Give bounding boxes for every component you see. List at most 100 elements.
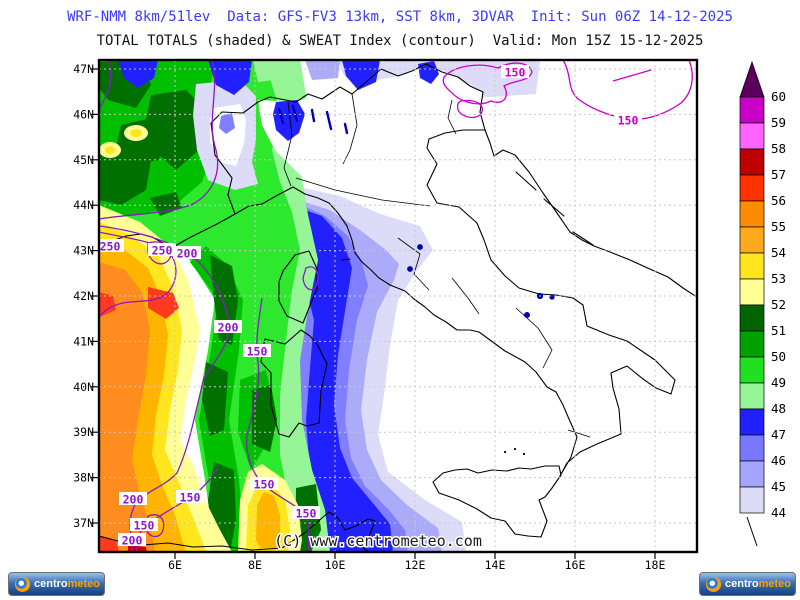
contour-label: 150 [618,114,639,128]
watermark: (C) www.centrometeo.com [274,532,482,550]
contour-label: 150 [180,491,201,505]
colorbar-level-label: 56 [771,193,786,208]
contour-label: 150 [134,519,155,533]
sweat-contour-loop-sardinia [145,514,165,538]
sweat-contour-150-north [99,60,219,220]
brand-prefix: centro [725,577,759,590]
aeolian-island-dot [522,452,526,456]
lat-label: 47N [73,62,94,76]
lon-label: 10E [325,558,346,572]
colorbar-level-label: 53 [771,271,786,286]
centrometeo-brand-text: centrometeo [34,577,101,590]
contour-label-bg [214,320,242,333]
lon-label: 18E [645,558,666,572]
contour-label: 200 [123,493,144,507]
contour-label: 200 [177,247,198,261]
colorbar-segment [739,148,765,176]
colorbar-level-label: 48 [771,401,786,416]
shaded-field-layer [99,60,697,552]
contour-label: 200 [218,321,239,335]
colorbar-arrow-top [739,60,765,98]
lat-label: 40N [73,380,94,394]
colorbar-segment [739,356,765,384]
model-init-title: WRF-NMM 8km/51lev Data: GFS-FV3 13km, SS… [67,9,733,25]
colorbar-pointer-line [746,516,758,547]
centrometeo-logo-left[interactable]: centrometeo [8,572,105,596]
colorbar-segment [739,330,765,358]
field-lombardy-blue-patch [273,100,305,141]
sweat-contour-150-ne-small [456,99,483,119]
contour-label-bg [176,490,204,503]
field-yellow-pocket-core [130,129,142,137]
colorbar-level-label: 51 [771,323,786,338]
contour-label: 200 [122,534,143,548]
contour-label: 150 [254,478,275,492]
africa-coastline [99,511,376,552]
colorbar-level-label: 47 [771,427,786,442]
field-po-valley-white [258,64,485,203]
colorbar-segment [739,382,765,410]
axis-labels: 47N 46N 45N 44N 43N 42N 41N 40N 39N 38N 37N 6E 8E 10E… [73,62,665,572]
colorbar-segment [739,122,765,150]
alpine-lakes [277,104,349,135]
brand-suffix: meteo [758,577,792,590]
lat-label: 41N [73,334,94,348]
sweat-contour-sliver [612,69,652,82]
field-yellow-pocket-core [105,146,115,154]
lake-varano [549,294,555,300]
field-darkgreen-patch [202,362,228,436]
sweat-contour-250 [99,231,177,319]
brand-suffix: meteo [67,577,101,590]
contour-label-bg [501,65,529,78]
colorbar-level-label: 44 [771,505,786,520]
adriatic-islands [515,171,594,246]
contour-label-bg [250,477,278,490]
field-top-lavender-dab [305,60,340,80]
contour-label: 250 [152,244,173,258]
field-blue47-band [287,206,393,552]
product-valid-title: TOTAL TOTALS (shaded) & SWEAT Index (con… [96,33,704,49]
contour-label-bg [118,533,146,546]
colorbar-level-label: 57 [771,167,786,182]
sweat-contour-150-ne-loop [442,62,533,105]
map-frame [97,58,699,554]
sweat-contour-loop-corsica [302,266,319,291]
lon-label: 8E [248,558,262,572]
colorbar-segment [739,174,765,202]
alps-national-border [210,63,486,215]
lat-label: 38N [73,471,94,485]
colorbar-segment [739,96,765,124]
centrometeo-logo-right[interactable]: centrometeo [699,572,796,596]
colorbar-level-label: 50 [771,349,786,364]
lat-label: 44N [73,198,94,212]
field-red56-spot [99,292,116,316]
colorbar-level-label: 49 [771,375,786,390]
colorbar-segment [739,408,765,436]
lat-label: 42N [73,289,94,303]
contour-label-bg [119,492,147,505]
contour-label: 150 [247,345,268,359]
colorbar-level-label: 60 [771,89,786,104]
aeolian-island-dot [503,450,507,454]
colorbar-segment [739,434,765,462]
colorbar-segment [739,200,765,228]
lon-label: 16E [565,558,586,572]
lat-label: 39N [73,425,94,439]
brand-prefix: centro [34,577,68,590]
colorbar-level-label: 45 [771,479,786,494]
field-aosta-blue-dab [219,113,235,134]
field-orange55-core [99,262,155,552]
contour-label-bg [243,344,271,357]
lat-label: 46N [73,107,94,121]
italy-internal-borders [283,93,591,438]
colorbar-segment [739,304,765,332]
field-red56-spot [148,287,179,319]
field-alps-blue-patch [118,60,158,88]
contour-label: 150 [296,507,317,521]
centrometeo-swirl-icon [15,576,30,592]
colorbar-level-label: 46 [771,453,786,468]
field-alps-blue-dab [418,61,439,84]
latlon-grid [99,60,697,552]
lake-trasimeno [417,244,423,250]
